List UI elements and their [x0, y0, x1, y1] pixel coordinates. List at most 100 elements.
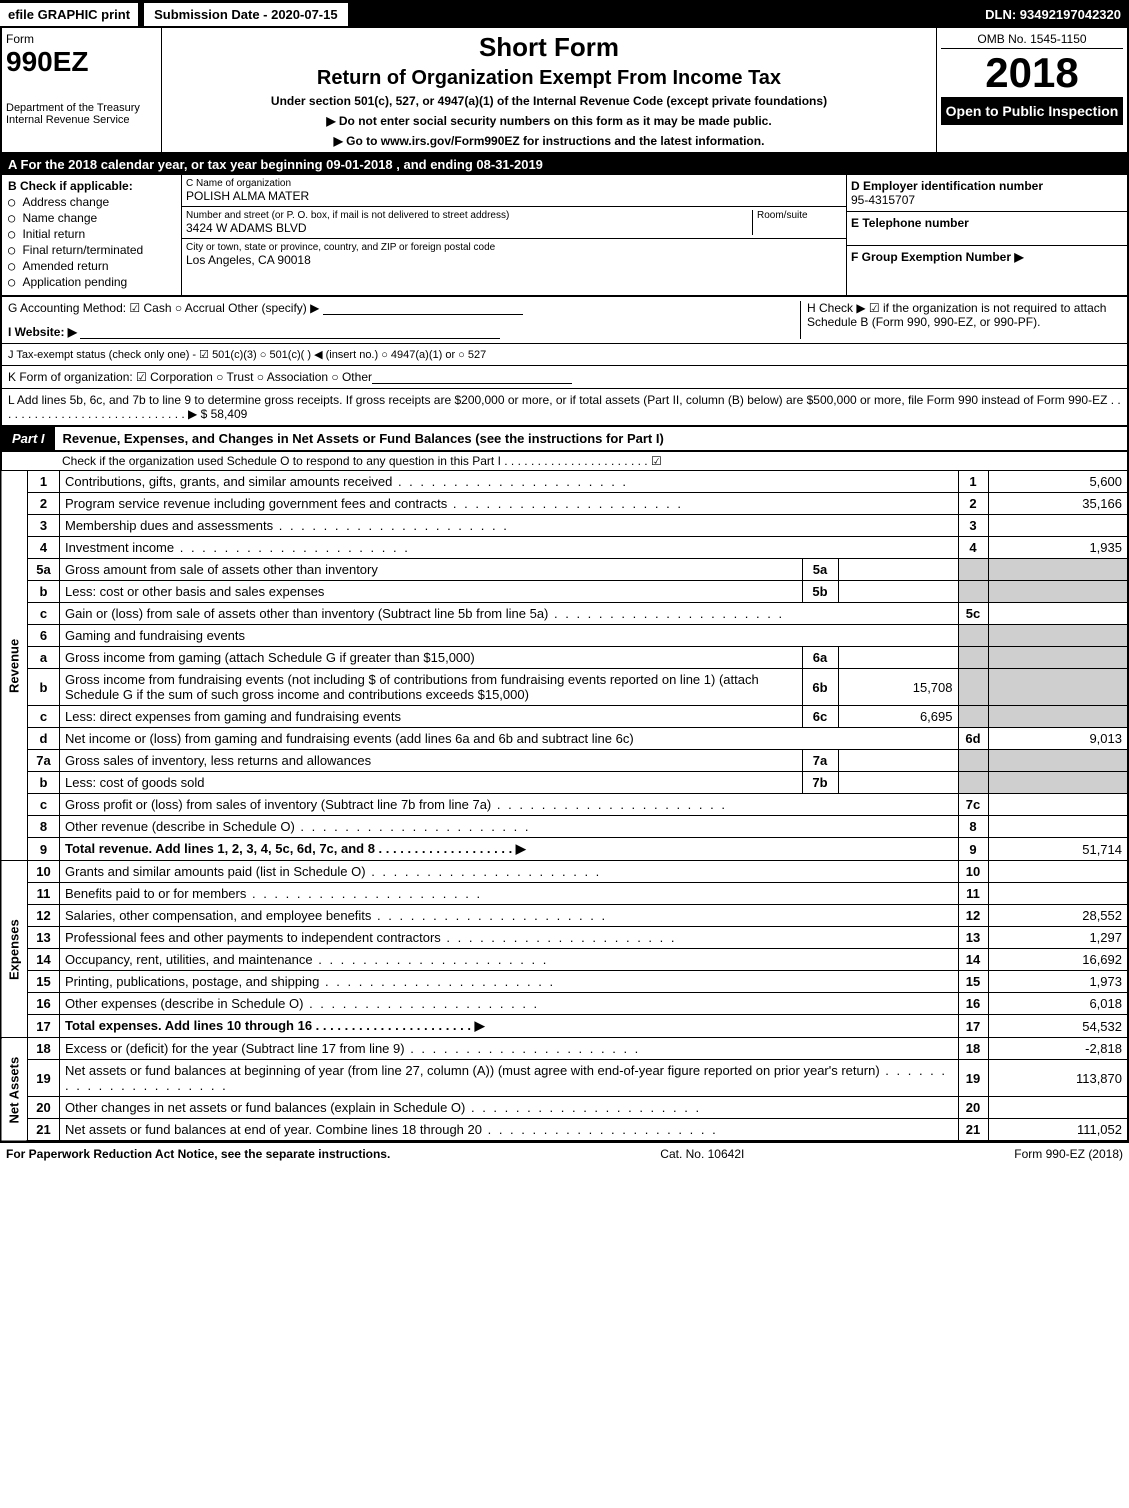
a21: 111,052: [988, 1119, 1128, 1142]
n10: 10: [28, 861, 60, 883]
d3: Membership dues and assessments: [60, 515, 959, 537]
d16: Other expenses (describe in Schedule O): [60, 993, 959, 1015]
d19: Net assets or fund balances at beginning…: [60, 1060, 959, 1097]
form-number: 990EZ: [6, 46, 157, 78]
cb-amended-return[interactable]: ○ Amended return: [8, 259, 175, 273]
a16: 6,018: [988, 993, 1128, 1015]
line-g: G Accounting Method: ☑ Cash ○ Accrual Ot…: [8, 301, 319, 315]
n12: 12: [28, 905, 60, 927]
n7c: c: [28, 794, 60, 816]
website-input[interactable]: [80, 325, 500, 339]
line-k: K Form of organization: ☑ Corporation ○ …: [2, 366, 1127, 389]
d7c: Gross profit or (loss) from sales of inv…: [60, 794, 959, 816]
d6a: Gross income from gaming (attach Schedul…: [60, 647, 803, 669]
city-label: City or town, state or province, country…: [186, 242, 842, 253]
street-value: 3424 W ADAMS BLVD: [186, 221, 752, 235]
a12: 28,552: [988, 905, 1128, 927]
d4: Investment income: [60, 537, 959, 559]
b18: 18: [958, 1038, 988, 1060]
goto-link[interactable]: ▶ Go to www.irs.gov/Form990EZ for instru…: [166, 134, 932, 148]
b20: 20: [958, 1097, 988, 1119]
efile-print-label[interactable]: efile GRAPHIC print: [0, 3, 138, 26]
line-i-label: I Website: ▶: [8, 325, 77, 339]
side-revenue: Revenue: [1, 471, 28, 861]
ga5b: [988, 581, 1128, 603]
sv6c: 6,695: [838, 706, 958, 728]
b2: 2: [958, 493, 988, 515]
phone-label: E Telephone number: [851, 216, 1123, 230]
line-j: J Tax-exempt status (check only one) - ☑…: [2, 344, 1127, 366]
a17: 54,532: [988, 1015, 1128, 1038]
sv6b: 15,708: [838, 669, 958, 706]
a4: 1,935: [988, 537, 1128, 559]
d6b: Gross income from fundraising events (no…: [60, 669, 803, 706]
n1: 1: [28, 471, 60, 493]
a10: [988, 861, 1128, 883]
a15: 1,973: [988, 971, 1128, 993]
d7a: Gross sales of inventory, less returns a…: [60, 750, 803, 772]
d2: Program service revenue including govern…: [60, 493, 959, 515]
ga6a: [988, 647, 1128, 669]
s6c: 6c: [802, 706, 838, 728]
part1-title: Revenue, Expenses, and Changes in Net As…: [55, 431, 664, 446]
cb-application-pending[interactable]: ○ Application pending: [8, 275, 175, 289]
a1: 5,600: [988, 471, 1128, 493]
side-expenses: Expenses: [1, 861, 28, 1038]
dept-treasury: Department of the Treasury: [6, 102, 157, 114]
d7b: Less: cost of goods sold: [60, 772, 803, 794]
meta-grid: B Check if applicable: ○ Address change …: [0, 175, 1129, 297]
d6c: Less: direct expenses from gaming and fu…: [60, 706, 803, 728]
section-subtitle: Under section 501(c), 527, or 4947(a)(1)…: [166, 94, 932, 108]
n7b: b: [28, 772, 60, 794]
n6: 6: [28, 625, 60, 647]
submission-date: Submission Date - 2020-07-15: [142, 1, 350, 28]
a3: [988, 515, 1128, 537]
n6c: c: [28, 706, 60, 728]
tax-period-row: A For the 2018 calendar year, or tax yea…: [0, 154, 1129, 175]
s7a: 7a: [802, 750, 838, 772]
n4: 4: [28, 537, 60, 559]
n20: 20: [28, 1097, 60, 1119]
g7b: [958, 772, 988, 794]
a2: 35,166: [988, 493, 1128, 515]
b14: 14: [958, 949, 988, 971]
right-meta: D Employer identification number 95-4315…: [847, 175, 1127, 295]
n14: 14: [28, 949, 60, 971]
ga6c: [988, 706, 1128, 728]
ga7b: [988, 772, 1128, 794]
cb-address-change[interactable]: ○ Address change: [8, 195, 175, 209]
short-form-title: Short Form: [166, 32, 932, 63]
b6d: 6d: [958, 728, 988, 750]
n5c: c: [28, 603, 60, 625]
a14: 16,692: [988, 949, 1128, 971]
cb-final-return[interactable]: ○ Final return/terminated: [8, 243, 175, 257]
dln-number: DLN: 93492197042320: [985, 7, 1129, 22]
line-l: L Add lines 5b, 6c, and 7b to line 9 to …: [2, 389, 1127, 425]
d8: Other revenue (describe in Schedule O): [60, 816, 959, 838]
ga7a: [988, 750, 1128, 772]
s7b: 7b: [802, 772, 838, 794]
cb-name-change[interactable]: ○ Name change: [8, 211, 175, 225]
b15: 15: [958, 971, 988, 993]
dept-irs: Internal Revenue Service: [6, 114, 157, 126]
n8: 8: [28, 816, 60, 838]
other-org-input[interactable]: [372, 370, 572, 384]
b12: 12: [958, 905, 988, 927]
other-specify-input[interactable]: [323, 301, 523, 315]
n7a: 7a: [28, 750, 60, 772]
title-block: Short Form Return of Organization Exempt…: [162, 28, 937, 152]
d21: Net assets or fund balances at end of ye…: [60, 1119, 959, 1142]
mid-rows: G Accounting Method: ☑ Cash ○ Accrual Ot…: [0, 297, 1129, 427]
n5a: 5a: [28, 559, 60, 581]
n11: 11: [28, 883, 60, 905]
room-label: Room/suite: [757, 210, 842, 221]
d1: Contributions, gifts, grants, and simila…: [60, 471, 959, 493]
box-b-title: B Check if applicable:: [8, 179, 175, 193]
cb-initial-return[interactable]: ○ Initial return: [8, 227, 175, 241]
return-title: Return of Organization Exempt From Incom…: [166, 67, 932, 90]
org-name: POLISH ALMA MATER: [186, 189, 842, 203]
d5a: Gross amount from sale of assets other t…: [60, 559, 803, 581]
b3: 3: [958, 515, 988, 537]
part1-header: Part I Revenue, Expenses, and Changes in…: [0, 427, 1129, 452]
omb-number: OMB No. 1545-1150: [941, 32, 1123, 49]
